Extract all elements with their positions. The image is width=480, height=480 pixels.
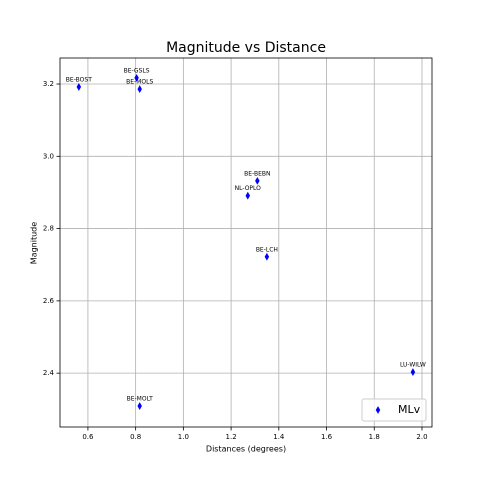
- point: [255, 176, 260, 185]
- y-axis-label: Magnitude: [30, 222, 39, 264]
- legend-label: MLv: [398, 403, 421, 416]
- x-tick-label: 1.2: [226, 433, 237, 441]
- point-label: BE-GSLS: [124, 67, 150, 74]
- x-tick-label: 0.8: [130, 433, 141, 441]
- plot-frame: [59, 57, 433, 428]
- point-label: LU-WILW: [400, 362, 426, 369]
- y-tick-label: 2.6: [43, 297, 55, 305]
- x-tick-label: 1.8: [369, 433, 380, 441]
- y-tick-label: 2.4: [43, 369, 55, 377]
- x-tick-label: 0.6: [82, 433, 94, 441]
- point: [76, 83, 82, 91]
- x-tick-label: 1.0: [178, 433, 189, 441]
- y-tick-label: 2.8: [43, 225, 54, 233]
- x-axis-label: Distances (degrees): [206, 445, 286, 454]
- point-label: BE-MOLS: [126, 79, 153, 86]
- legend-box: [361, 398, 427, 422]
- x-tick-label: 1.4: [273, 433, 285, 441]
- point-label: BE-BOST: [66, 76, 92, 83]
- legend-marker: [375, 406, 381, 414]
- point-label: BE-BEBN: [244, 170, 270, 177]
- chart-title: Magnitude vs Distance: [166, 40, 326, 56]
- point: [134, 73, 139, 82]
- y-tick-label: 3.2: [43, 80, 54, 88]
- y-tick-label: 3.0: [43, 152, 54, 160]
- point-label: BE-MOLT: [127, 396, 153, 403]
- point-label: NL-OPLO: [235, 185, 262, 192]
- point-label: BE-LCH: [256, 246, 278, 253]
- point: [137, 402, 142, 410]
- point: [245, 191, 251, 200]
- point: [137, 85, 142, 93]
- x-tick-label: 1.6: [321, 433, 333, 441]
- point: [264, 252, 270, 261]
- x-tick-label: 2.0: [416, 433, 427, 441]
- point: [410, 368, 416, 376]
